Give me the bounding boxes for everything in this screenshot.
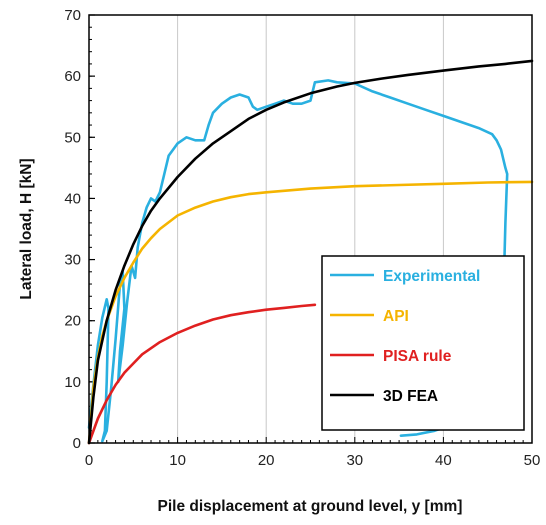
y-tick-label: 40 xyxy=(64,190,81,207)
x-tick-label: 30 xyxy=(346,452,363,469)
x-axis-title: Pile displacement at ground level, y [mm… xyxy=(158,498,463,515)
legend: Experimental API PISA rule 3D FEA xyxy=(321,255,525,431)
y-axis-title: Lateral load, H [kN] xyxy=(18,158,35,299)
x-tick-label: 10 xyxy=(169,452,186,469)
y-tick-label: 20 xyxy=(64,313,81,330)
series-line-3 xyxy=(87,59,534,445)
y-tick-label: 0 xyxy=(73,435,81,452)
legend-box xyxy=(321,255,525,431)
y-tick-label: 60 xyxy=(64,68,81,85)
legend-label: API xyxy=(383,308,409,325)
x-tick-label: 40 xyxy=(435,452,452,469)
legend-label: Experimental xyxy=(383,268,480,285)
plot-frame xyxy=(88,14,533,444)
legend-label: PISA rule xyxy=(383,348,452,365)
y-tick-label: 70 xyxy=(64,7,81,24)
y-tick-label: 10 xyxy=(64,374,81,391)
y-tick-label: 30 xyxy=(64,252,81,269)
x-tick-label: 20 xyxy=(258,452,275,469)
y-tick-label: 50 xyxy=(64,129,81,146)
x-tick-label: 50 xyxy=(524,452,541,469)
x-tick-label: 0 xyxy=(85,452,93,469)
series-line-2 xyxy=(87,303,317,445)
tick-labels: 0 10 20 30 40 50 0 10 20 30 40 50 60 70 xyxy=(64,7,540,469)
series-layer xyxy=(87,59,534,445)
series-line-0 xyxy=(87,79,509,443)
legend-label: 3D FEA xyxy=(383,388,438,405)
